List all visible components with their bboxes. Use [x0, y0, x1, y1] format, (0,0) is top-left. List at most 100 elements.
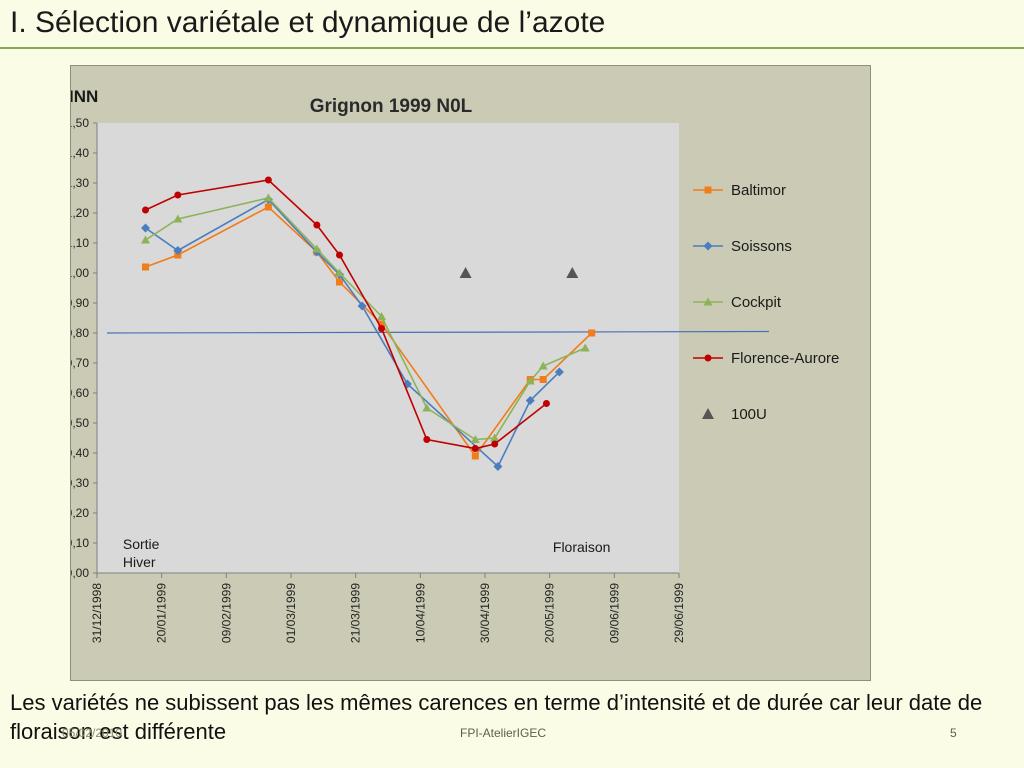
data-point — [357, 301, 367, 311]
data-point — [312, 244, 322, 253]
data-point — [525, 396, 535, 405]
y-tick-label: 1,40 — [71, 146, 89, 160]
data-point — [471, 445, 479, 452]
y-tick-label: 0,30 — [71, 476, 89, 490]
data-point — [525, 376, 535, 385]
x-tick-label: 09/02/1999 — [219, 583, 233, 643]
data-point — [336, 278, 343, 286]
x-tick-label: 09/06/1999 — [607, 583, 621, 643]
slide-title: I. Sélection variétale et dynamique de l… — [10, 6, 606, 39]
series-line — [145, 198, 560, 468]
reference-line — [106, 330, 770, 334]
x-tick-label: 21/03/1999 — [349, 583, 363, 643]
data-point — [264, 176, 272, 184]
data-point — [378, 325, 386, 332]
y-tick-label: 0,80 — [71, 326, 89, 340]
annotation-label: Floraison — [553, 539, 611, 555]
data-point — [423, 436, 431, 443]
data-point — [542, 400, 550, 407]
footer-date: 05/02/2010 — [62, 726, 123, 740]
data-point — [588, 329, 596, 337]
data-point — [142, 206, 149, 214]
legend-marker — [703, 297, 713, 306]
data-point — [538, 361, 548, 370]
data-point — [336, 251, 343, 259]
x-tick-label: 20/01/1999 — [155, 583, 169, 643]
y-tick-label: 1,10 — [71, 236, 89, 250]
legend-label: Florence-Aurore — [731, 350, 839, 367]
data-point — [174, 251, 182, 259]
data-point — [491, 440, 499, 448]
footer-center-text: FPI-AtelierIGEC — [460, 726, 547, 740]
legend-marker — [703, 241, 713, 251]
data-point — [141, 223, 150, 233]
y-tick-label: 0,60 — [71, 386, 89, 400]
x-tick-label: 30/04/1999 — [478, 583, 492, 643]
x-tick-label: 20/05/1999 — [543, 583, 557, 643]
y-tick-label: 0,10 — [71, 536, 89, 550]
data-point — [173, 246, 183, 255]
legend-label: Cockpit — [731, 294, 782, 311]
plot-area — [97, 123, 679, 573]
data-point — [174, 191, 182, 199]
data-point — [263, 193, 273, 202]
legend-marker — [704, 186, 712, 194]
legend-label: Soissons — [731, 238, 792, 255]
series-cockpit — [141, 193, 590, 443]
annotation-label: Sortie Hiver — [123, 536, 160, 570]
legend-item: Florence-Aurore — [693, 350, 839, 367]
slide-caption: Les variétés ne subissent pas les mêmes … — [10, 690, 983, 744]
data-point — [378, 320, 386, 328]
y-tick-label: 0,90 — [71, 296, 89, 310]
data-point — [470, 435, 480, 443]
y-axis-label: INN — [71, 87, 98, 106]
legend-item: Soissons — [693, 238, 792, 255]
legend-label: 100U — [731, 406, 767, 423]
x-tick-label: 31/12/1998 — [90, 583, 104, 643]
legend-item: Cockpit — [693, 294, 782, 311]
annotation-line: Floraison — [553, 539, 611, 555]
y-tick-label: 1,30 — [71, 176, 89, 190]
series-line — [145, 179, 547, 450]
y-tick-label: 0,20 — [71, 506, 89, 520]
legend-marker — [702, 408, 714, 419]
chart-frame: INN Grignon 1999 N0L 0,00 0,10 0,20 0,30 0,4… — [70, 65, 871, 681]
x-tick-label: 01/03/1999 — [284, 583, 298, 643]
data-point — [141, 235, 150, 244]
data-point — [377, 312, 387, 320]
y-tick-label: 0,70 — [71, 356, 89, 370]
data-point — [493, 462, 503, 471]
data-point — [471, 452, 479, 460]
legend-marker — [704, 354, 712, 362]
series-100u — [459, 267, 579, 278]
y-tick-label: 0,00 — [71, 566, 89, 580]
data-point — [580, 343, 590, 352]
data-point — [173, 214, 183, 223]
series-florence-aurore — [142, 176, 550, 452]
data-point — [459, 267, 472, 278]
data-point — [422, 403, 432, 412]
legend-item: Baltimor — [693, 182, 786, 199]
y-tick-label: 1,20 — [71, 206, 89, 220]
data-point — [264, 203, 272, 211]
y-tick-label: 1,50 — [71, 116, 89, 130]
y-tick-label: 1,00 — [71, 266, 89, 280]
annotation-line: Hiver — [123, 554, 156, 570]
data-point — [313, 221, 321, 229]
title-divider — [0, 47, 1024, 49]
legend-label: Baltimor — [731, 182, 786, 199]
x-tick-label: 29/06/1999 — [672, 583, 686, 643]
y-tick-label: 0,40 — [71, 446, 89, 460]
data-point — [566, 267, 579, 278]
data-point — [539, 376, 547, 383]
data-point — [335, 268, 344, 277]
data-point — [554, 367, 564, 377]
y-tick-label: 0,50 — [71, 416, 89, 430]
data-point — [142, 263, 149, 271]
data-point — [490, 433, 500, 442]
x-tick-label: 10/04/1999 — [413, 583, 427, 643]
inn-line-chart: INN Grignon 1999 N0L 0,00 0,10 0,20 0,30 0,4… — [71, 87, 839, 643]
legend-item: 100U — [702, 406, 767, 423]
chart-title: Grignon 1999 N0L — [310, 96, 473, 117]
page-number: 5 — [950, 726, 957, 740]
